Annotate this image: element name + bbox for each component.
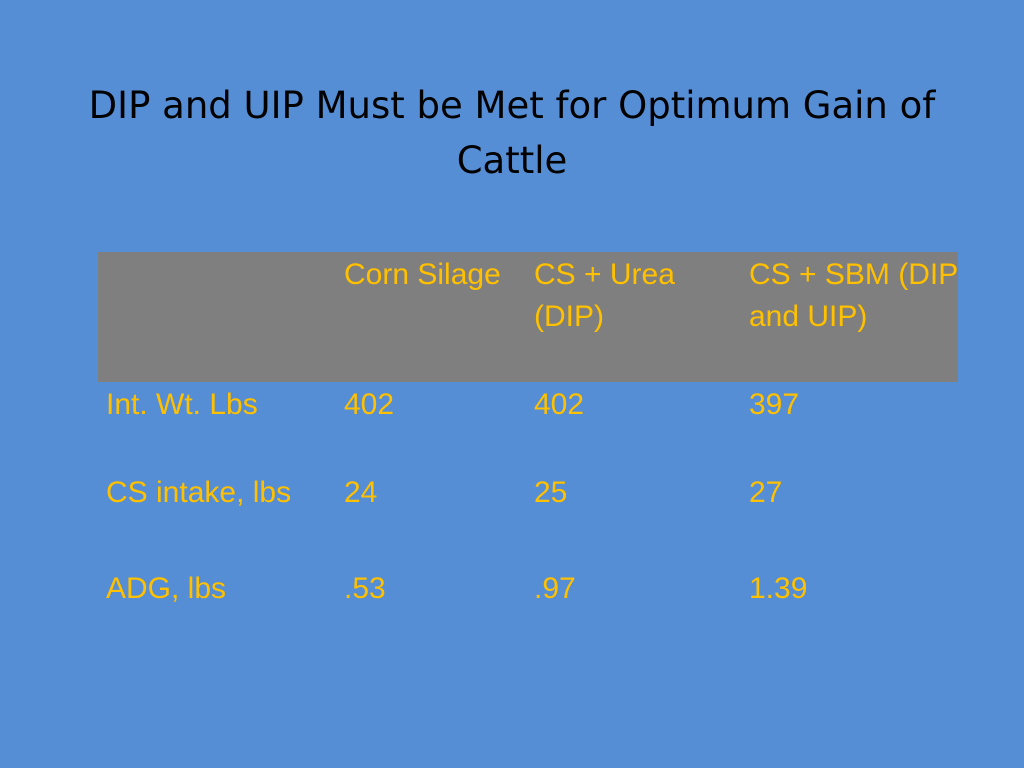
table-header-row: Corn Silage CS + Urea (DIP) CS + SBM (DI… (98, 252, 958, 382)
table-header-cs-urea: CS + Urea (DIP) (534, 258, 675, 333)
table-cell: 25 (534, 476, 568, 509)
row-label: ADG, lbs (106, 572, 227, 605)
table-header-cs-sbm: CS + SBM (DIP and UIP) (749, 258, 958, 333)
table-row: ADG, lbs .53 .97 1.39 (98, 568, 958, 628)
slide-title: DIP and UIP Must be Met for Optimum Gain… (88, 84, 936, 182)
table-cell: 1.39 (749, 572, 808, 605)
row-label: Int. Wt. Lbs (106, 388, 258, 421)
table-cell: 402 (344, 388, 395, 421)
table-cell: .53 (344, 572, 386, 605)
table-header-corn-silage: Corn Silage (344, 258, 501, 291)
table-row: Int. Wt. Lbs 402 402 397 (98, 382, 958, 466)
data-table: Corn Silage CS + Urea (DIP) CS + SBM (DI… (98, 252, 958, 628)
table-cell: 402 (534, 388, 585, 421)
table-cell: 24 (344, 476, 378, 509)
row-label: CS intake, lbs (106, 476, 292, 509)
table-cell: 27 (749, 476, 783, 509)
table-cell: 397 (749, 388, 800, 421)
table-cell: .97 (534, 572, 576, 605)
table-row: CS intake, lbs 24 25 27 (98, 466, 958, 568)
table-header-cell-empty (98, 252, 336, 382)
